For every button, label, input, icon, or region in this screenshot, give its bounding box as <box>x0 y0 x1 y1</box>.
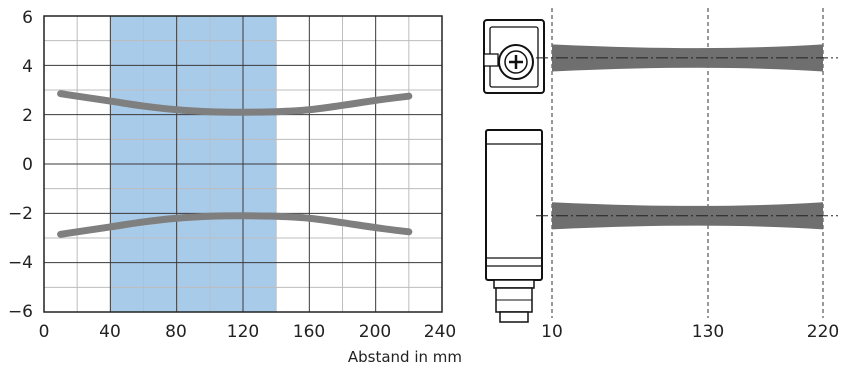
right-diagram: 10 130 220 <box>483 8 839 342</box>
x-tick-label: 220 <box>807 322 839 342</box>
y-tick-label: 4 <box>22 57 33 77</box>
plot-frame <box>43 15 443 313</box>
x-tick-label: 160 <box>293 322 325 342</box>
left-chart: 6 4 2 0 −2 −4 −6 0 40 80 120 160 200 240… <box>8 8 462 366</box>
series-lower <box>57 212 413 238</box>
y-tick-label: −6 <box>8 302 33 322</box>
y-tick-label: 2 <box>22 106 33 126</box>
x-tick-label: 130 <box>692 322 724 342</box>
y-tick-label: −4 <box>8 253 33 273</box>
x-tick-label: 240 <box>424 322 456 342</box>
sensor-side-icon <box>485 129 543 323</box>
y-tick-label: 0 <box>22 155 33 175</box>
major-grid <box>43 15 443 313</box>
x-axis-label: Abstand in mm <box>348 348 462 366</box>
x-tick-label: 10 <box>541 322 563 342</box>
y-tick-label: 6 <box>22 8 33 28</box>
series-upper <box>57 90 413 116</box>
x-tick-label: 120 <box>227 322 259 342</box>
x-tick-label: 80 <box>165 322 187 342</box>
x-tick-label: 0 <box>39 322 50 342</box>
sensor-front-icon <box>483 19 545 94</box>
x-tick-label: 200 <box>359 322 391 342</box>
y-tick-label: −2 <box>8 204 33 224</box>
x-tick-label: 40 <box>99 322 121 342</box>
